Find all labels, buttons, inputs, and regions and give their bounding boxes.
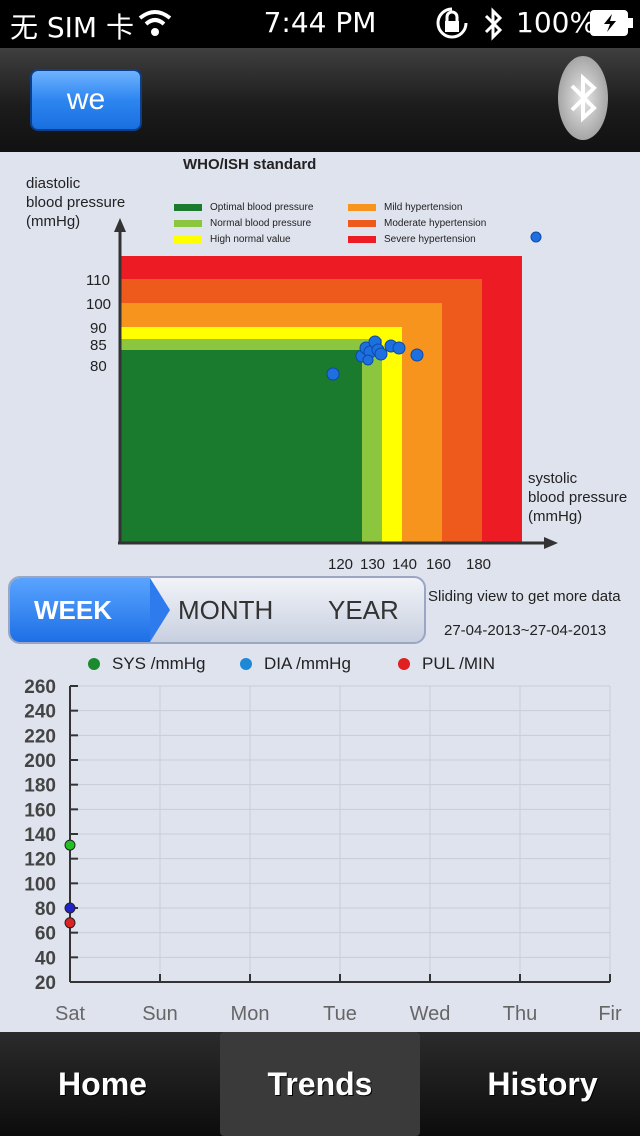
y-tick-label: 180 [24, 776, 56, 797]
y-tick-label: 60 [35, 924, 56, 945]
legend-swatch [174, 220, 202, 227]
x-tick-label: Sat [55, 1003, 85, 1025]
reading-point [362, 354, 374, 366]
data-point [64, 839, 76, 851]
y-tick-label: 80 [35, 899, 56, 920]
who-ytick: 85 [90, 337, 107, 354]
user-button[interactable]: we [30, 69, 142, 131]
who-xtick: 140 [392, 556, 418, 573]
y-tick-label: 160 [24, 800, 56, 821]
legend-dia: DIA /mmHg [240, 654, 351, 674]
rotation-lock-icon [436, 7, 468, 39]
reading-point [392, 341, 406, 355]
legend-mild: Mild hypertension [348, 202, 462, 213]
trend-chart[interactable]: 260 240 220 200 180 160 140 120 100 80 60 40 20 Sat Su… [0, 672, 640, 1032]
tab-month[interactable]: MONTH [178, 595, 274, 625]
reading-point [374, 347, 388, 361]
y-tick-label: 120 [24, 850, 56, 871]
bluetooth-icon [484, 7, 502, 41]
y-tick-label: 240 [24, 702, 56, 723]
y-tick-label: 200 [24, 751, 56, 772]
who-x-arrow [544, 537, 558, 549]
legend-dot [398, 658, 410, 670]
who-ytick: 80 [90, 358, 107, 375]
legend-normal: Normal blood pressure [174, 218, 311, 229]
reading-point [326, 367, 340, 381]
y-tick-label: 260 [24, 677, 56, 698]
period-segmented-control: WEEK MONTH YEAR [8, 576, 426, 644]
legend-swatch [348, 220, 376, 227]
who-xtick: 160 [426, 556, 452, 573]
tab-week[interactable]: WEEK [10, 578, 170, 642]
status-bar: 无 SIM 卡 7:44 PM 100% [0, 0, 640, 48]
bluetooth-button[interactable] [558, 56, 608, 140]
who-xtick: 130 [360, 556, 386, 573]
battery-icon [590, 10, 633, 36]
who-xtick: 120 [328, 556, 354, 573]
date-range: 27-04-2013~27-04-2013 [444, 622, 607, 639]
y-tick-label: 40 [35, 948, 56, 969]
who-y-axis-label: diastolic blood pressure (mmHg) [26, 175, 126, 230]
data-point [64, 902, 76, 914]
legend-sys: SYS /mmHg [88, 654, 206, 674]
y-tick-label: 20 [35, 973, 56, 994]
legend-dot [88, 658, 100, 670]
zone-optimal [121, 350, 362, 542]
x-tick-label: Thu [503, 1003, 537, 1025]
legend-optimal: Optimal blood pressure [174, 202, 313, 213]
wifi-icon [138, 10, 172, 36]
nav-bar: we [0, 48, 640, 152]
who-xtick: 180 [466, 556, 492, 573]
x-tick-label: Wed [410, 1003, 451, 1025]
tab-trends[interactable]: Trends [220, 1032, 420, 1136]
legend-severe: Severe hypertension [348, 234, 476, 245]
who-ytick: 110 [86, 272, 110, 289]
legend-high-normal: High normal value [174, 234, 291, 245]
legend-swatch [174, 236, 202, 243]
y-tick-label: 140 [24, 825, 56, 846]
tab-history[interactable]: History [487, 1066, 598, 1102]
clock: 7:44 PM [263, 6, 377, 39]
x-tick-label: Mon [231, 1003, 270, 1025]
legend-moderate: Moderate hypertension [348, 218, 486, 229]
legend-swatch [348, 236, 376, 243]
data-point [64, 917, 76, 929]
reading-point [410, 348, 424, 362]
legend-dot [240, 658, 252, 670]
carrier-label: 无 SIM 卡 [10, 11, 134, 44]
tab-year[interactable]: YEAR [328, 595, 399, 625]
legend-swatch [174, 204, 202, 211]
who-chart: WHO/ISH standard diastolic blood pressur… [0, 152, 640, 573]
legend-pul: PUL /MIN [398, 654, 495, 674]
who-zone-plot [114, 218, 558, 549]
who-ytick: 100 [86, 296, 112, 313]
reading-point [530, 231, 542, 243]
who-ytick: 90 [90, 320, 107, 337]
who-x-axis-label: systolic blood pressure (mmHg) [528, 470, 628, 525]
legend-swatch [348, 204, 376, 211]
battery-percent: 100% [516, 6, 597, 39]
x-tick-label: Sun [142, 1003, 178, 1025]
bluetooth-icon [570, 73, 597, 123]
x-tick-label: Fir [598, 1003, 622, 1025]
who-title: WHO/ISH standard [183, 156, 317, 173]
y-tick-label: 100 [24, 874, 56, 895]
tab-bar: Home Trends History [0, 1032, 640, 1136]
sliding-hint: Sliding view to get more data [428, 588, 621, 605]
y-tick-label: 220 [24, 726, 56, 747]
x-tick-label: Tue [323, 1003, 357, 1025]
tab-home[interactable]: Home [58, 1066, 147, 1102]
who-y-arrow [114, 218, 126, 232]
